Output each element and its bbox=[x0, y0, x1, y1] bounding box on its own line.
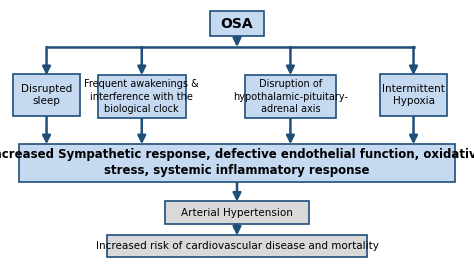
FancyBboxPatch shape bbox=[98, 75, 186, 118]
FancyBboxPatch shape bbox=[245, 75, 336, 118]
Text: Arterial Hypertension: Arterial Hypertension bbox=[181, 207, 293, 218]
FancyBboxPatch shape bbox=[18, 144, 456, 182]
FancyBboxPatch shape bbox=[380, 74, 447, 116]
Text: OSA: OSA bbox=[221, 16, 253, 31]
FancyBboxPatch shape bbox=[210, 11, 264, 36]
Text: Frequent awakenings &
interference with the
biological clock: Frequent awakenings & interference with … bbox=[84, 79, 199, 114]
Text: Disruption of
hypothalamic-pituitary-
adrenal axis: Disruption of hypothalamic-pituitary- ad… bbox=[233, 79, 348, 114]
Text: Intermittent
Hypoxia: Intermittent Hypoxia bbox=[382, 84, 445, 106]
FancyBboxPatch shape bbox=[107, 235, 367, 257]
Text: Disrupted
sleep: Disrupted sleep bbox=[21, 84, 72, 106]
Text: Increased Sympathetic response, defective endothelial function, oxidative
stress: Increased Sympathetic response, defectiv… bbox=[0, 148, 474, 177]
FancyBboxPatch shape bbox=[165, 201, 309, 224]
FancyBboxPatch shape bbox=[13, 74, 80, 116]
Text: Increased risk of cardiovascular disease and mortality: Increased risk of cardiovascular disease… bbox=[96, 242, 378, 251]
